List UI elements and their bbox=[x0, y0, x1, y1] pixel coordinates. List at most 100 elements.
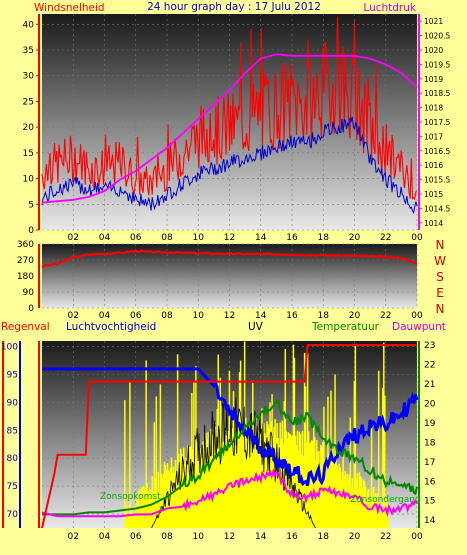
humidity-tick-label: 100 bbox=[1, 343, 18, 353]
time-tick-label: 12 bbox=[224, 532, 235, 542]
temperature-tick-label: 23 bbox=[424, 341, 435, 351]
time-tick-label: 00 bbox=[411, 532, 423, 542]
sunset-label: Zonsondergang bbox=[350, 495, 421, 505]
time-tick-label: 06 bbox=[130, 311, 142, 321]
pressure-tick-label: 1015 bbox=[424, 190, 443, 199]
humidity-line bbox=[42, 367, 419, 487]
compass-s: S bbox=[436, 270, 444, 284]
time-tick-label: 02 bbox=[68, 532, 79, 542]
direction-tick-label: 90 bbox=[23, 288, 35, 298]
time-tick-label: 04 bbox=[99, 311, 111, 321]
time-tick-label: 06 bbox=[130, 233, 142, 243]
pressure-axis: 1014 1014.5 1015 1015.5 1016 1016.5 1017 1017.5… bbox=[418, 14, 450, 230]
time-tick-label: 18 bbox=[318, 311, 330, 321]
wind-average-line bbox=[41, 116, 418, 215]
direction-axis: 0 90 180 270 360 bbox=[17, 240, 40, 314]
sunrise-label: Zonsopkomst bbox=[100, 492, 161, 502]
temperature-tick-label: 20 bbox=[424, 399, 436, 409]
temperature-line bbox=[42, 398, 418, 516]
time-axis-1: 02 04 06 08 10 12 14 16 18 20 22 00 bbox=[68, 233, 423, 243]
time-tick-label: 16 bbox=[286, 233, 298, 243]
humidity-tick-label: 70 bbox=[7, 510, 19, 520]
time-tick-label: 00 bbox=[411, 311, 423, 321]
time-tick-label: 08 bbox=[161, 311, 173, 321]
compass-n-bottom: N bbox=[436, 302, 445, 316]
wind-tick-label: 10 bbox=[23, 175, 35, 185]
time-tick-label: 02 bbox=[68, 233, 79, 243]
time-tick-label: 22 bbox=[380, 532, 391, 542]
temperature-tick-label: 15 bbox=[424, 497, 435, 507]
time-tick-label: 10 bbox=[193, 532, 205, 542]
time-tick-label: 08 bbox=[161, 233, 173, 243]
temperature-tick-label: 22 bbox=[424, 360, 435, 370]
header-pressure-label: Luchtdruk bbox=[363, 2, 417, 14]
time-tick-label: 16 bbox=[286, 311, 298, 321]
wind-series bbox=[41, 16, 418, 215]
time-tick-label: 06 bbox=[130, 532, 142, 542]
wind-tick-label: 5 bbox=[28, 200, 34, 210]
pressure-tick-label: 1018 bbox=[424, 104, 443, 113]
time-tick-label: 12 bbox=[224, 233, 235, 243]
wind-tick-label: 25 bbox=[23, 97, 34, 107]
pressure-tick-label: 1017 bbox=[424, 132, 443, 141]
wind-speed-line bbox=[41, 16, 418, 201]
pressure-tick-label: 1015.5 bbox=[424, 176, 450, 185]
time-tick-label: 10 bbox=[193, 311, 205, 321]
wind-tick-label: 20 bbox=[23, 123, 35, 133]
humidity-label: Luchtvochtigheid bbox=[66, 321, 156, 333]
compass-n-top: N bbox=[436, 238, 445, 252]
time-tick-label: 10 bbox=[193, 233, 205, 243]
pressure-tick-label: 1018.5 bbox=[424, 89, 450, 98]
temperature-tick-label: 14 bbox=[424, 516, 436, 526]
time-tick-label: 22 bbox=[380, 311, 391, 321]
rain-label: Regenval bbox=[1, 321, 50, 333]
wind-tick-label: 30 bbox=[23, 72, 35, 82]
wind-tick-label: 15 bbox=[23, 149, 34, 159]
humidity-tick-label: 85 bbox=[7, 426, 18, 436]
time-tick-label: 04 bbox=[99, 532, 111, 542]
pressure-tick-label: 1019.5 bbox=[424, 60, 450, 69]
temperature-tick-label: 19 bbox=[424, 419, 436, 429]
pressure-tick-label: 1020 bbox=[424, 46, 443, 55]
time-tick-label: 20 bbox=[349, 311, 361, 321]
pressure-tick-label: 1014 bbox=[424, 219, 443, 228]
direction-tick-label: 270 bbox=[17, 256, 34, 266]
time-axis-3: 02 04 06 08 10 12 14 16 18 20 22 00 bbox=[68, 532, 423, 542]
compass-e: E bbox=[436, 286, 444, 300]
uv-label: UV bbox=[248, 321, 264, 333]
sensor-series bbox=[41, 344, 419, 529]
time-tick-label: 14 bbox=[255, 532, 267, 542]
pressure-tick-label: 1017.5 bbox=[424, 118, 450, 127]
wind-tick-label: 35 bbox=[23, 46, 34, 56]
time-tick-label: 14 bbox=[255, 311, 267, 321]
pressure-line bbox=[41, 53, 418, 204]
temperature-label: Temperatuur bbox=[311, 321, 380, 333]
temperature-tick-label: 16 bbox=[424, 477, 436, 487]
time-tick-label: 20 bbox=[349, 233, 361, 243]
temperature-tick-label: 21 bbox=[424, 380, 435, 390]
pressure-tick-label: 1016 bbox=[424, 161, 443, 170]
direction-tick-label: 180 bbox=[17, 272, 34, 282]
pressure-tick-label: 1014.5 bbox=[424, 204, 450, 213]
humidity-tick-label: 90 bbox=[7, 398, 19, 408]
temperature-tick-label: 18 bbox=[424, 438, 436, 448]
time-tick-label: 04 bbox=[99, 233, 111, 243]
pressure-tick-label: 1020.5 bbox=[424, 32, 450, 41]
dewpoint-line bbox=[41, 468, 418, 518]
time-tick-label: 08 bbox=[161, 532, 173, 542]
time-axis-2: 02 04 06 08 10 12 14 16 18 20 22 00 bbox=[68, 311, 423, 321]
wind-axis: 0 5 10 15 20 25 30 35 40 bbox=[23, 14, 40, 236]
rain-line bbox=[41, 344, 417, 529]
pressure-tick-label: 1016.5 bbox=[424, 147, 450, 156]
time-tick-label: 18 bbox=[318, 233, 330, 243]
humidity-tick-label: 75 bbox=[7, 482, 18, 492]
wind-tick-label: 0 bbox=[28, 226, 34, 236]
compass-w: W bbox=[434, 254, 446, 268]
time-tick-label: 22 bbox=[380, 233, 391, 243]
header-title: 24 hour graph day : 17 Julu 2012 bbox=[147, 1, 321, 13]
pressure-tick-label: 1021 bbox=[424, 17, 443, 26]
time-tick-label: 20 bbox=[349, 532, 361, 542]
time-tick-label: 16 bbox=[286, 532, 298, 542]
wind-tick-label: 40 bbox=[23, 20, 35, 30]
